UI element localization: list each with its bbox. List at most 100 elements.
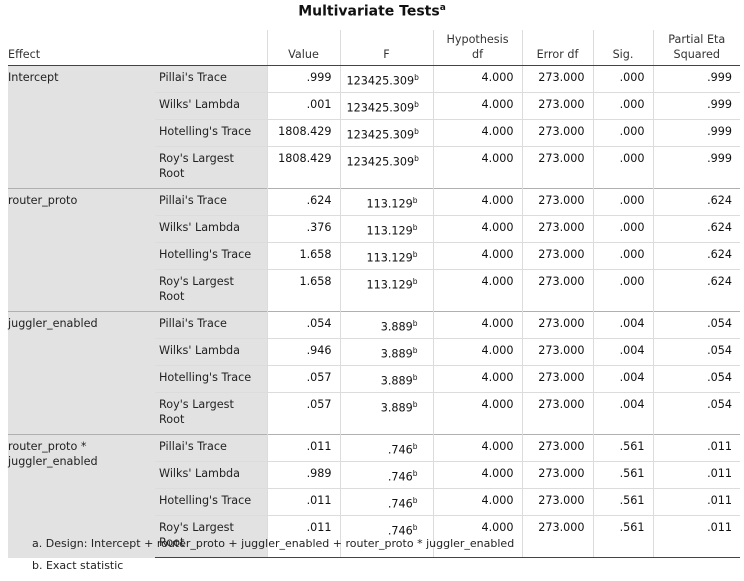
statistic-label-line: Root — [159, 536, 185, 549]
cell-f: 3.889b — [339, 392, 434, 435]
header-row: Effect Value F Hypothesis df Error df Sig… — [8, 30, 741, 66]
header-sig: Sig. — [592, 30, 654, 66]
cell-partial-eta-squared: .054 — [652, 365, 741, 393]
cell-value-text: .011 — [306, 521, 332, 534]
cell-sig-text: .000 — [619, 125, 645, 138]
cell-value: .011 — [266, 434, 341, 462]
table-row: juggler_enabled Pillai's Trace .054 3.889b 4… — [8, 311, 741, 435]
f-footnote-marker: b — [412, 196, 418, 205]
cell-hypothesis-df: 4.000 — [432, 146, 523, 189]
f-footnote-marker: b — [412, 523, 418, 532]
table-row: Wilks' Lambda .001 123425.309b 4.000 273.000… — [8, 92, 741, 120]
statistic-label: Hotelling's Trace — [155, 365, 268, 393]
cell-sig: .000 — [592, 188, 654, 216]
table-row: Roy's Largest Root 1808.429 123425.309b 4.00… — [8, 146, 741, 189]
effect-label: router_proto — [8, 188, 155, 312]
cell-f-text: 3.889 — [380, 320, 413, 334]
cell-value-text: .054 — [306, 317, 332, 330]
cell-hypothesis-df: 4.000 — [432, 392, 523, 435]
cell-error-df-text: 273.000 — [538, 71, 585, 84]
cell-sig-text: .000 — [619, 71, 645, 84]
cell-hypothesis-df: 4.000 — [432, 488, 523, 516]
cell-value-text: .011 — [306, 494, 332, 507]
cell-value: .011 — [266, 488, 341, 516]
statistic-label-line: Hotelling's Trace — [159, 371, 252, 384]
cell-sig: .000 — [592, 92, 654, 120]
f-footnote-marker: b — [412, 346, 418, 355]
cell-sig: .000 — [592, 269, 654, 312]
table-row: Roy's Largest Root 1.658 113.129b 4.000 273.0… — [8, 269, 741, 312]
cell-value-text: 1808.429 — [278, 125, 332, 138]
cell-error-df-text: 273.000 — [538, 152, 585, 165]
cell-partial-eta-squared-text: .054 — [707, 398, 733, 411]
f-footnote-marker: b — [412, 373, 418, 382]
cell-f-text: 123425.309 — [346, 155, 415, 169]
cell-f: 123425.309b — [339, 119, 434, 147]
cell-value: .057 — [266, 365, 341, 393]
f-footnote-marker: b — [414, 100, 419, 109]
cell-f: 113.129b — [339, 269, 434, 312]
cell-partial-eta-squared-text: .624 — [707, 221, 733, 234]
header-value-label: Value — [288, 48, 319, 61]
f-footnote-marker: b — [412, 223, 418, 232]
cell-error-df: 273.000 — [521, 365, 594, 393]
cell-sig: .561 — [592, 515, 654, 558]
cell-sig-text: .004 — [619, 317, 645, 330]
cell-f-text: 123425.309 — [346, 74, 415, 88]
cell-value: 1808.429 — [266, 119, 341, 147]
cell-f-text: 3.889 — [380, 374, 413, 388]
statistic-label-line: Roy's Largest — [159, 275, 234, 288]
effect-label: juggler_enabled — [8, 311, 155, 435]
cell-partial-eta-squared-text: .054 — [707, 317, 733, 330]
cell-error-df-text: 273.000 — [538, 371, 585, 384]
cell-partial-eta-squared: .054 — [652, 311, 741, 339]
cell-hypothesis-df-text: 4.000 — [481, 317, 514, 330]
cell-f: 3.889b — [339, 365, 434, 393]
cell-partial-eta-squared: .999 — [652, 146, 741, 189]
cell-value: 1.658 — [266, 269, 341, 312]
statistic-label-line: Pillai's Trace — [159, 317, 227, 330]
cell-hypothesis-df-text: 4.000 — [481, 398, 514, 411]
cell-error-df: 273.000 — [521, 392, 594, 435]
cell-partial-eta-squared-text: .624 — [707, 275, 733, 288]
cell-value-text: .376 — [306, 221, 332, 234]
cell-sig-text: .000 — [619, 275, 645, 288]
effect-label-line: router_proto * — [8, 440, 87, 453]
cell-value: .989 — [266, 461, 341, 489]
table-body: Intercept Pillai's Trace .999 123425.309b 4.… — [8, 65, 741, 558]
cell-f-text: .746 — [387, 443, 413, 457]
statistic-label-line: Hotelling's Trace — [159, 248, 252, 261]
cell-sig: .000 — [592, 65, 654, 93]
cell-error-df: 273.000 — [521, 434, 594, 462]
statistic-label-line: Root — [159, 290, 185, 303]
cell-sig-text: .000 — [619, 98, 645, 111]
cell-hypothesis-df: 4.000 — [432, 188, 523, 216]
cell-partial-eta-squared: .054 — [652, 392, 741, 435]
header-effect-label: Effect — [8, 48, 41, 61]
cell-partial-eta-squared: .054 — [652, 338, 741, 366]
cell-partial-eta-squared: .999 — [652, 65, 741, 93]
statistic-label-line: Roy's Largest — [159, 152, 234, 165]
cell-error-df: 273.000 — [521, 311, 594, 339]
cell-f-text: .746 — [387, 524, 413, 538]
statistic-label-line: Hotelling's Trace — [159, 494, 252, 507]
statistic-label: Pillai's Trace — [155, 188, 268, 216]
statistic-label-line: Wilks' Lambda — [159, 98, 241, 111]
statistic-label-line: Hotelling's Trace — [159, 125, 252, 138]
cell-sig: .561 — [592, 488, 654, 516]
statistic-label-line: Wilks' Lambda — [159, 467, 241, 480]
cell-value-text: 1.658 — [299, 248, 332, 261]
footnote-a: a. Design: Intercept + router_proto + ju… — [32, 537, 515, 550]
cell-partial-eta-squared-text: .999 — [707, 71, 733, 84]
cell-f-text: 113.129 — [366, 251, 413, 265]
cell-sig: .000 — [592, 146, 654, 189]
cell-partial-eta-squared-text: .624 — [707, 248, 733, 261]
cell-partial-eta-squared-text: .999 — [707, 98, 733, 111]
cell-hypothesis-df: 4.000 — [432, 269, 523, 312]
cell-error-df-text: 273.000 — [538, 398, 585, 411]
cell-hypothesis-df-text: 4.000 — [481, 71, 514, 84]
cell-value: .624 — [266, 188, 341, 216]
cell-hypothesis-df-text: 4.000 — [481, 494, 514, 507]
header-hypothesis-df-line2: df — [471, 48, 484, 61]
statistic-label-line: Wilks' Lambda — [159, 344, 241, 357]
